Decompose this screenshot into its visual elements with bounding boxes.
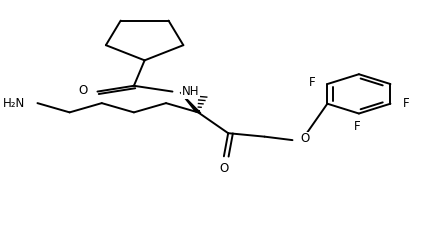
Text: NH: NH <box>182 85 199 98</box>
Text: F: F <box>353 120 360 133</box>
Text: F: F <box>402 97 409 110</box>
Text: H₂N: H₂N <box>3 97 25 110</box>
Text: F: F <box>309 76 315 89</box>
Text: O: O <box>300 132 310 146</box>
Polygon shape <box>180 92 201 113</box>
Text: O: O <box>79 84 88 97</box>
Text: O: O <box>219 162 228 175</box>
